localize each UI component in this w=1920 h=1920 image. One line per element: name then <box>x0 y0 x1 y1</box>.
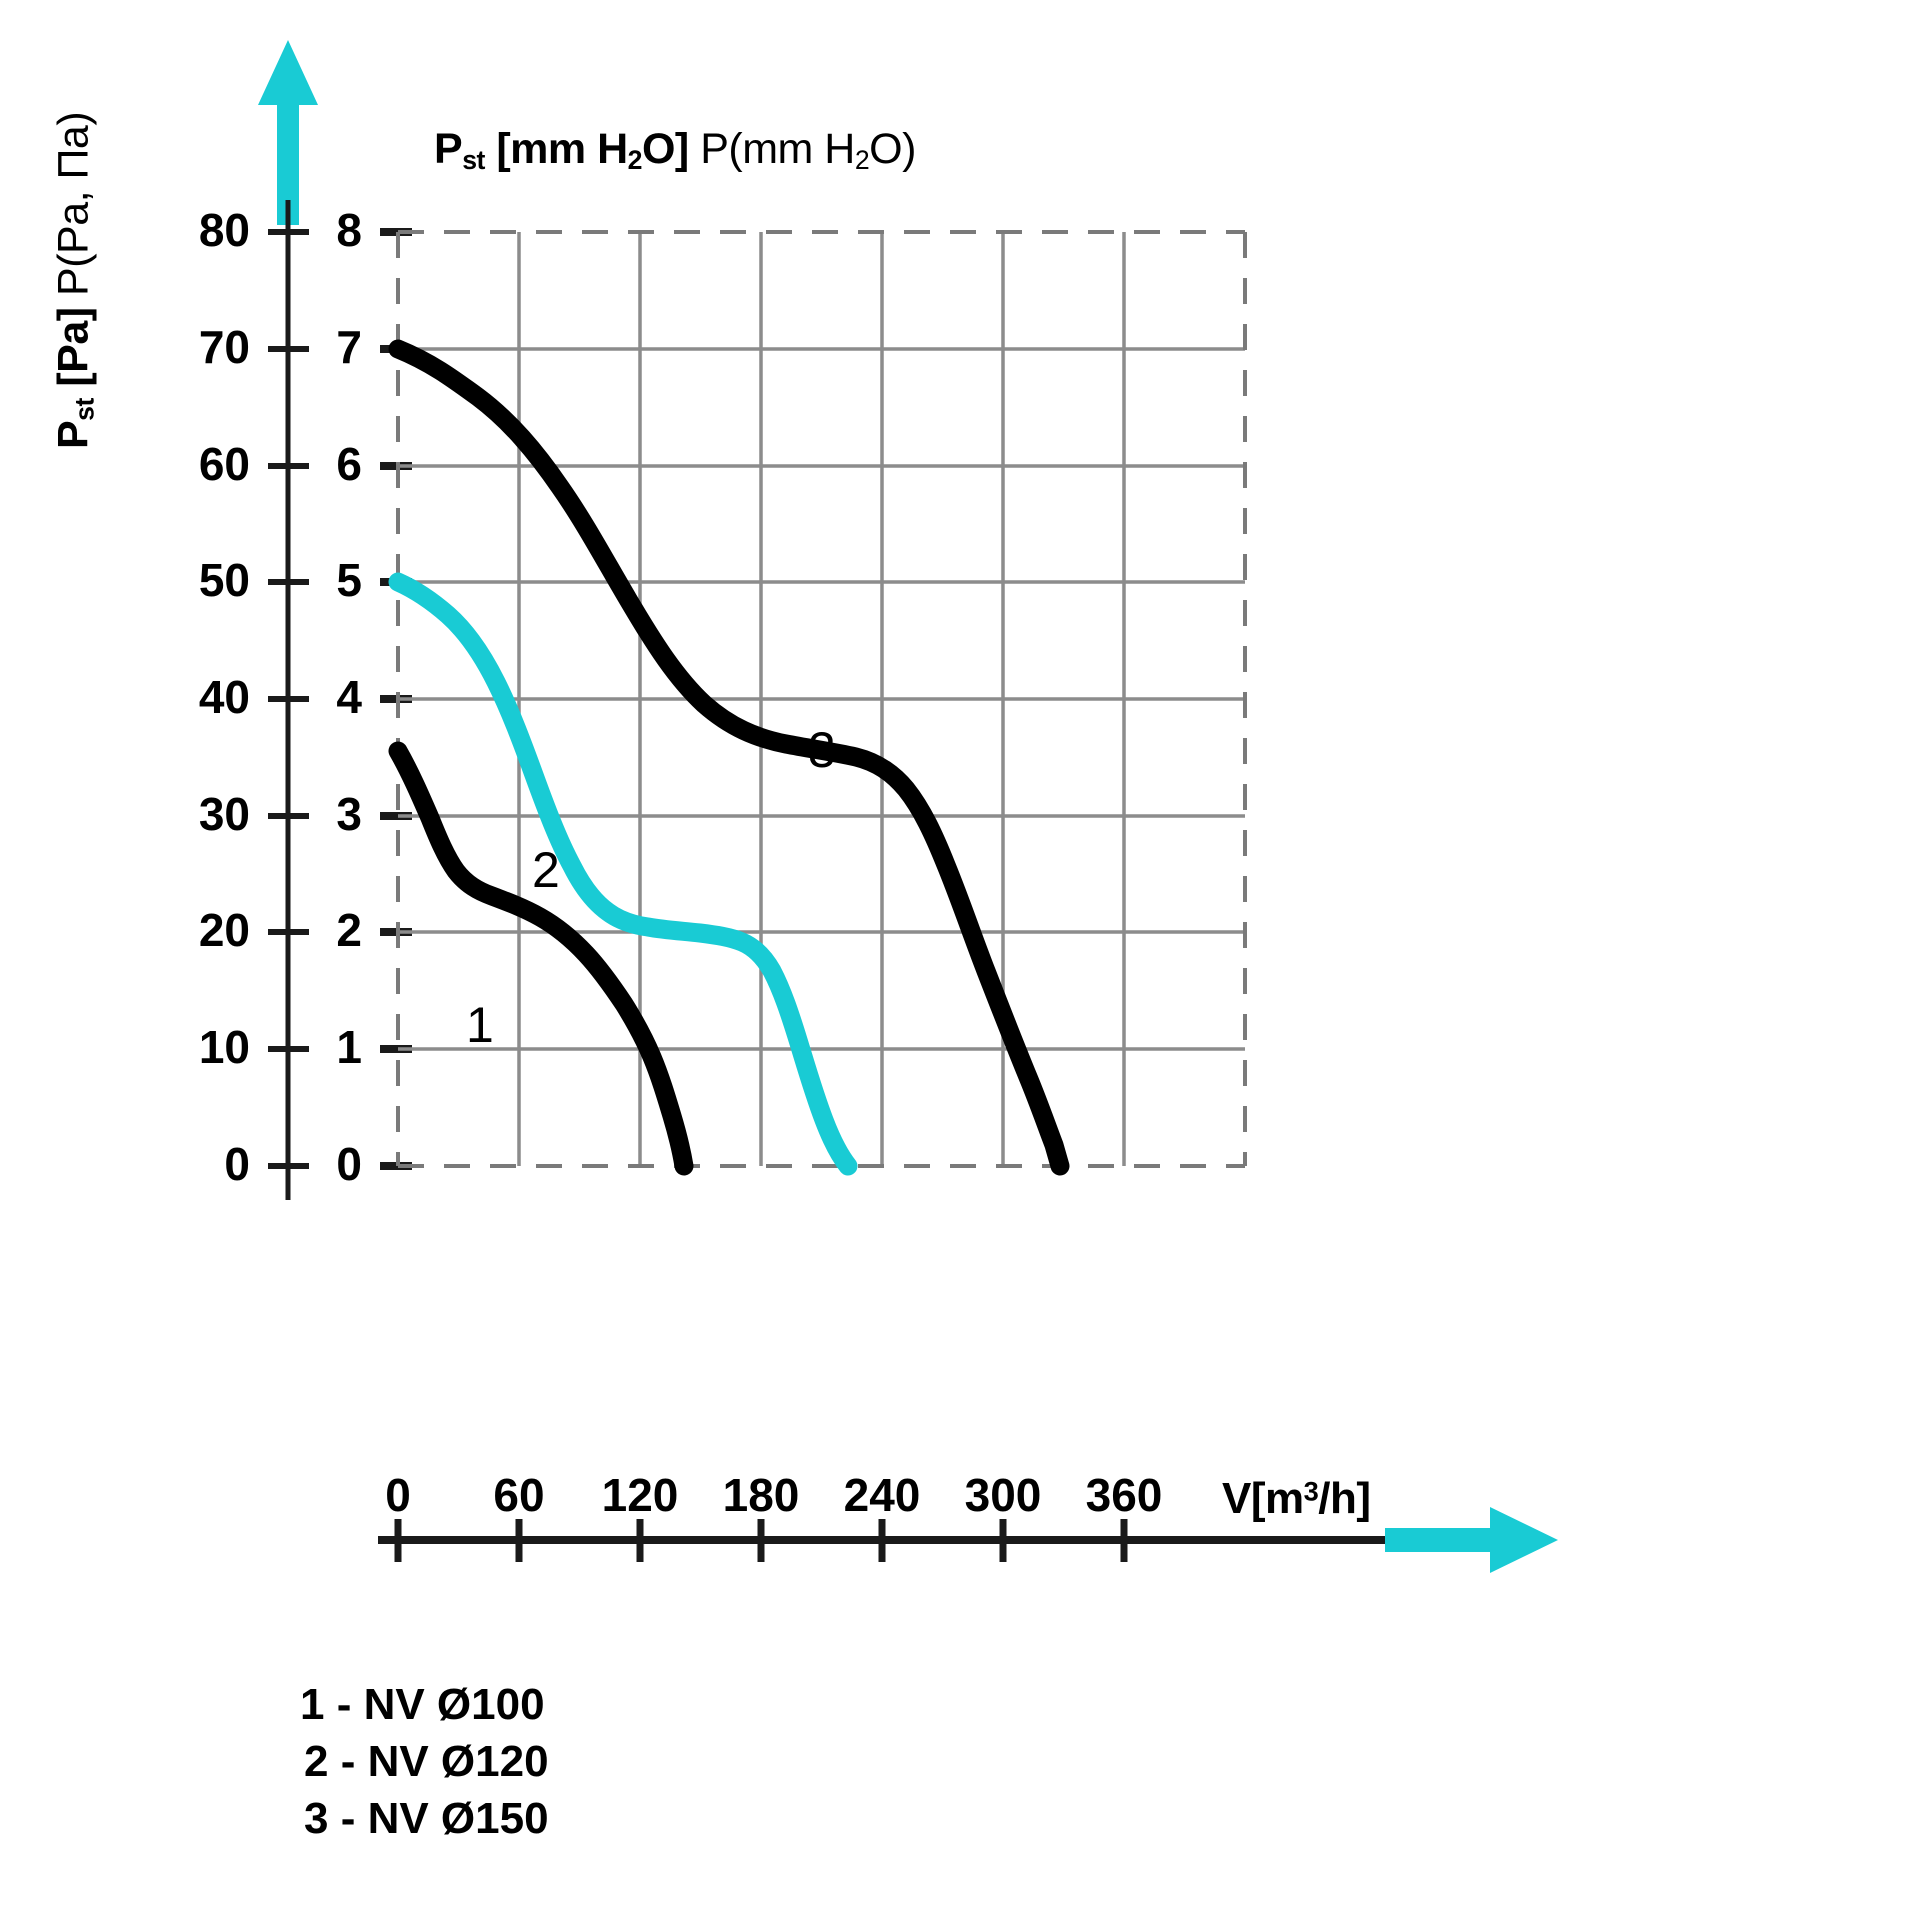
mm-tick-label-1: 1 <box>336 1021 362 1073</box>
x-tick-label-240: 240 <box>843 1469 921 1521</box>
curve-2-nv120 <box>388 572 858 1176</box>
pa-axis-ticks <box>268 229 309 1169</box>
plot-title-regular-subscript-2: 2 <box>854 144 870 175</box>
pa-tick-label-70: 70 <box>198 321 250 373</box>
plot-title-subscript-2: 2 <box>627 144 643 175</box>
legend-item-2: 2 - NV Ø120 <box>304 1737 549 1787</box>
pa-tick-label-0: 0 <box>224 1138 250 1190</box>
mm-tick-label-7: 7 <box>336 321 362 373</box>
x-tick-label-360: 360 <box>1085 1469 1163 1521</box>
mm-tick-label-2: 2 <box>336 904 362 956</box>
plot-title-bold: Pst [mm H2O] <box>434 125 689 175</box>
x-axis-title: V[m3/h] <box>1222 1474 1371 1523</box>
legend-item-3: 3 - NV Ø150 <box>304 1794 549 1844</box>
pa-tick-label-30: 30 <box>198 788 250 840</box>
x-tick-label-0: 0 <box>385 1469 411 1521</box>
pa-tick-label-60: 60 <box>198 438 250 490</box>
curve-1-nv100 <box>388 741 694 1176</box>
plot-title-subscript-st: st <box>462 144 485 175</box>
pa-tick-label-80: 80 <box>198 204 250 256</box>
x-tick-label-60: 60 <box>493 1469 545 1521</box>
curve-marker-3: 3 <box>808 722 836 778</box>
legend-item-1: 1 - NV Ø100 <box>300 1680 545 1729</box>
x-axis-title-superscript: 3 <box>1303 1475 1319 1507</box>
right-arrow-icon <box>1385 1507 1558 1573</box>
x-tick-label-120: 120 <box>601 1469 679 1521</box>
mm-tick-label-6: 6 <box>336 438 362 490</box>
pa-tick-label-10: 10 <box>198 1021 250 1073</box>
curve-marker-2: 2 <box>532 842 560 898</box>
mm-tick-label-5: 5 <box>336 554 362 606</box>
pa-tick-label-40: 40 <box>198 671 250 723</box>
plot-title: Pst [mm H2O] P(mm H2O) <box>434 125 916 176</box>
x-tick-label-180: 180 <box>722 1469 800 1521</box>
up-arrow-icon <box>258 40 318 225</box>
legend: 1 - NV Ø100 2 - NV Ø120 3 - NV Ø150 <box>300 1676 549 1848</box>
x-axis-ticks <box>394 1519 1128 1562</box>
plot-title-regular: P(mm H2O) <box>700 125 916 175</box>
curve-marker-1: 1 <box>466 997 494 1053</box>
x-tick-label-300: 300 <box>964 1469 1042 1521</box>
mm-tick-label-4: 4 <box>336 671 362 723</box>
mm-tick-label-8: 8 <box>336 204 362 256</box>
plot-border <box>396 230 1247 1168</box>
pa-tick-label-20: 20 <box>198 904 250 956</box>
mm-tick-label-3: 3 <box>336 788 362 840</box>
pa-tick-label-50: 50 <box>198 554 250 606</box>
curve-3-nv150 <box>388 339 1070 1176</box>
mm-tick-label-0: 0 <box>336 1138 362 1190</box>
